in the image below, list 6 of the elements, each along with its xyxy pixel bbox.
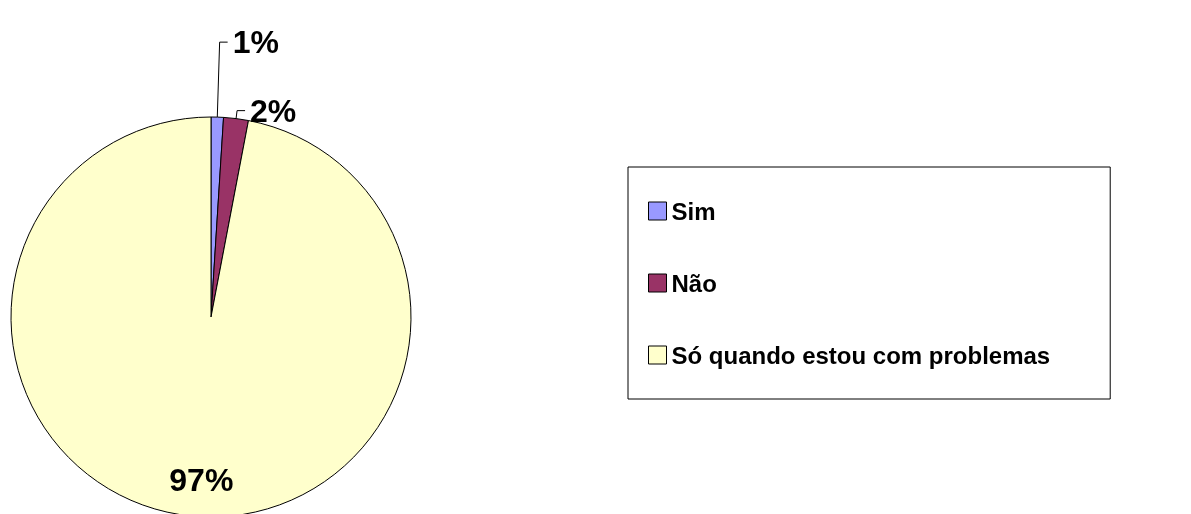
legend-label: Só quando estou com problemas (671, 341, 1051, 369)
data-label: 1% (232, 24, 279, 61)
legend-label: Não (671, 269, 717, 297)
data-label: 97% (169, 461, 234, 498)
legend-label: Sim (671, 197, 716, 225)
data-label: 2% (250, 92, 297, 129)
